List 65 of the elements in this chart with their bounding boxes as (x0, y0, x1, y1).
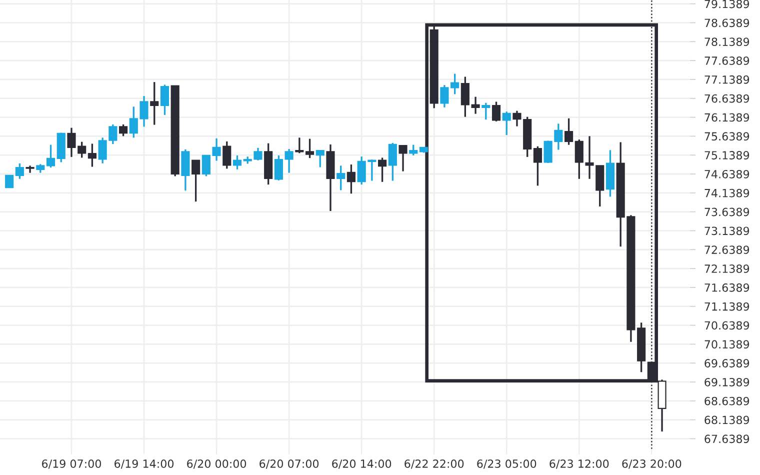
x-tick-label: 6/20 07:00 (260, 459, 319, 469)
candlestick (88, 142, 96, 168)
y-tick-label: 70.1389 (704, 340, 750, 349)
y-tick-label: 72.1389 (704, 264, 750, 273)
y-tick-label: 77.6389 (704, 56, 750, 65)
candlestick (160, 84, 170, 116)
y-tick-label: 69.1389 (704, 378, 750, 386)
y-tick-label: 76.6389 (704, 94, 750, 103)
candlestick (398, 144, 408, 172)
candlestick (502, 110, 511, 136)
candlestick (46, 144, 56, 168)
candlestick (492, 100, 501, 122)
x-tick-label: 6/23 12:00 (550, 459, 609, 469)
x-tick-label: 6/22 22:00 (404, 459, 464, 469)
candlestick (181, 148, 190, 192)
y-tick-label: 73.6389 (704, 208, 750, 216)
candlestick (533, 146, 542, 187)
y-tick-label: 78.1389 (704, 38, 750, 46)
candlestick (232, 154, 242, 170)
y-tick-label: 71.1389 (704, 302, 750, 311)
y-tick-label: 70.6389 (704, 321, 750, 330)
x-tick-label: 6/20 14:00 (332, 459, 392, 469)
y-tick-label: 72.6389 (704, 246, 750, 254)
candlestick (440, 84, 449, 108)
y-tick-label: 75.1389 (704, 151, 750, 160)
y-tick-label: 78.6389 (704, 18, 750, 28)
candlestick (564, 118, 574, 146)
candlestick (5, 174, 14, 188)
candlestick (450, 72, 460, 95)
candlestick (119, 124, 128, 137)
y-tick-label: 67.6389 (704, 434, 750, 444)
candlestick (305, 138, 314, 159)
y-tick-label: 71.6389 (704, 283, 750, 292)
candlestick (346, 164, 356, 194)
candlestick (336, 164, 346, 192)
y-tick-label: 69.6389 (704, 359, 750, 368)
candlestick (409, 144, 418, 156)
candlestick (378, 156, 387, 183)
candlestick (295, 136, 304, 154)
candlestick (482, 102, 490, 120)
y-tick-label: 77.1389 (704, 75, 750, 84)
y-tick-label: 75.6389 (704, 132, 750, 141)
y-tick-label: 79.1389 (704, 0, 750, 8)
y-tick-label: 73.1389 (704, 226, 750, 236)
candlestick (15, 162, 24, 180)
x-tick-label: 6/23 05:00 (477, 459, 536, 469)
y-tick-label: 68.1389 (704, 416, 750, 424)
y-tick-label: 76.1389 (704, 113, 750, 122)
y-tick-label: 74.1389 (704, 188, 750, 198)
x-tick-label: 6/23 20:00 (622, 459, 682, 469)
candlestick (150, 81, 159, 126)
candlestick (460, 76, 470, 118)
x-tick-label: 6/19 14:00 (114, 459, 174, 469)
x-tick-label: 6/20 00:00 (187, 459, 246, 469)
y-tick-label: 74.6389 (704, 170, 750, 178)
candlestick (192, 160, 200, 202)
candlestick (388, 142, 397, 182)
x-tick-label: 6/19 07:00 (42, 459, 101, 469)
candlestick (316, 150, 324, 168)
candlestick (274, 154, 283, 182)
candlestick (284, 148, 294, 174)
candlestick (471, 96, 480, 115)
candlestick (26, 164, 34, 174)
candlestick (222, 140, 232, 170)
y-tick-label: 68.6389 (704, 396, 750, 406)
